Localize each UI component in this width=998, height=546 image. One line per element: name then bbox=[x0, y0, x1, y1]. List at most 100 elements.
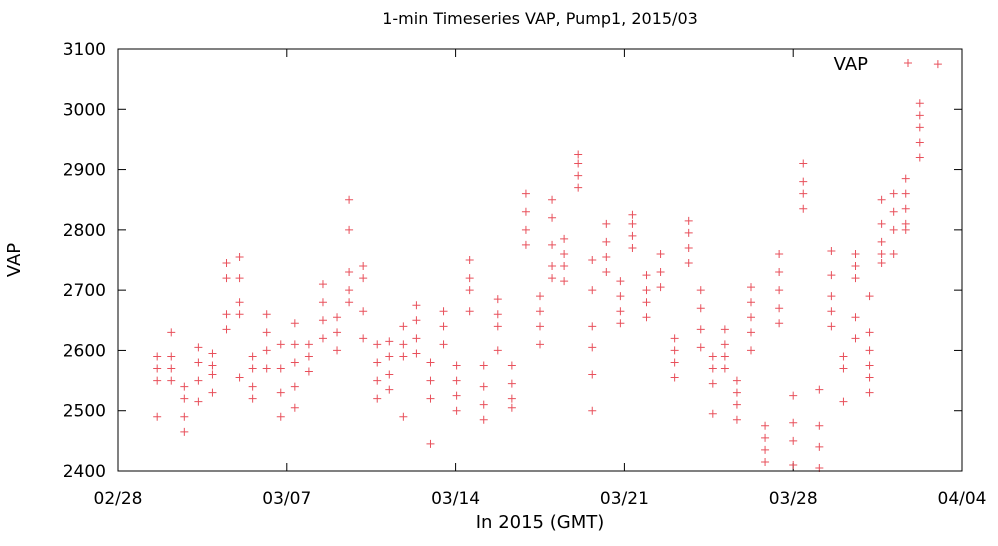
x-tick-label: 04/04 bbox=[938, 489, 987, 509]
data-point bbox=[915, 138, 924, 147]
data-point bbox=[345, 225, 354, 234]
data-point bbox=[521, 225, 530, 234]
data-point bbox=[696, 286, 705, 295]
y-axis-label: VAP bbox=[4, 243, 25, 277]
data-point bbox=[616, 307, 625, 316]
data-point bbox=[385, 337, 394, 346]
data-point bbox=[439, 307, 448, 316]
data-point bbox=[399, 322, 408, 331]
data-point bbox=[222, 325, 231, 334]
data-point bbox=[775, 319, 784, 328]
plot-frame bbox=[117, 48, 963, 472]
data-point bbox=[720, 325, 729, 334]
data-point bbox=[684, 243, 693, 252]
data-point bbox=[732, 376, 741, 385]
data-point bbox=[865, 388, 874, 397]
data-point bbox=[696, 325, 705, 334]
data-point bbox=[789, 418, 798, 427]
data-point bbox=[235, 373, 244, 382]
data-point bbox=[761, 445, 770, 454]
data-point bbox=[851, 249, 860, 258]
data-point bbox=[901, 189, 910, 198]
data-point bbox=[493, 310, 502, 319]
data-point bbox=[290, 319, 299, 328]
data-point bbox=[318, 316, 327, 325]
data-point bbox=[877, 259, 886, 268]
data-point bbox=[574, 183, 583, 192]
data-point bbox=[180, 394, 189, 403]
y-tick-label: 2900 bbox=[63, 161, 106, 181]
data-points bbox=[153, 60, 942, 472]
data-point bbox=[318, 298, 327, 307]
data-point bbox=[628, 210, 637, 219]
data-point bbox=[588, 370, 597, 379]
data-point bbox=[290, 358, 299, 367]
data-point bbox=[373, 358, 382, 367]
data-point bbox=[915, 99, 924, 108]
data-point bbox=[548, 262, 557, 271]
data-point bbox=[877, 219, 886, 228]
data-point bbox=[574, 171, 583, 180]
data-point bbox=[548, 195, 557, 204]
data-point bbox=[827, 246, 836, 255]
data-point bbox=[670, 373, 679, 382]
data-point bbox=[493, 346, 502, 355]
data-point bbox=[536, 322, 544, 331]
data-point bbox=[208, 388, 217, 397]
x-tick-label: 03/07 bbox=[262, 489, 311, 509]
data-point bbox=[235, 252, 244, 261]
x-tick-label: 03/28 bbox=[769, 489, 818, 509]
data-point bbox=[602, 252, 611, 261]
data-point bbox=[642, 271, 651, 280]
data-point bbox=[479, 361, 488, 370]
data-point bbox=[670, 358, 679, 367]
data-point bbox=[412, 349, 421, 358]
data-point bbox=[560, 234, 569, 243]
data-point bbox=[548, 213, 557, 222]
data-point bbox=[194, 376, 203, 385]
data-point bbox=[180, 382, 189, 391]
data-point bbox=[708, 409, 717, 418]
data-point bbox=[507, 361, 516, 370]
data-point bbox=[399, 340, 408, 349]
data-point bbox=[167, 364, 176, 373]
data-point bbox=[656, 283, 665, 292]
axis-ticks bbox=[117, 48, 963, 472]
data-point bbox=[789, 391, 798, 400]
x-tick-label: 03/14 bbox=[431, 489, 480, 509]
data-point bbox=[889, 207, 898, 216]
data-point bbox=[276, 340, 285, 349]
y-tick-label: 2500 bbox=[63, 402, 106, 422]
data-point bbox=[616, 292, 625, 301]
data-point bbox=[208, 370, 217, 379]
data-point bbox=[318, 334, 327, 343]
data-point bbox=[799, 189, 808, 198]
data-point bbox=[276, 364, 285, 373]
data-point bbox=[732, 415, 741, 424]
data-point bbox=[747, 313, 755, 322]
data-point bbox=[426, 358, 435, 367]
data-point bbox=[588, 406, 597, 415]
data-point bbox=[839, 352, 848, 361]
legend-label: VAP bbox=[834, 54, 868, 75]
data-point bbox=[521, 207, 530, 216]
data-point bbox=[507, 403, 516, 412]
data-point bbox=[889, 189, 898, 198]
data-point bbox=[642, 313, 651, 322]
data-point bbox=[426, 394, 435, 403]
data-point bbox=[452, 361, 461, 370]
data-point bbox=[345, 268, 354, 277]
y-tick-label: 3000 bbox=[63, 100, 106, 120]
data-point bbox=[602, 219, 611, 228]
data-point bbox=[799, 204, 808, 213]
data-point bbox=[439, 340, 448, 349]
data-point bbox=[799, 177, 808, 186]
data-point bbox=[318, 280, 327, 289]
data-point bbox=[373, 376, 382, 385]
data-point bbox=[276, 388, 285, 397]
data-point bbox=[359, 334, 368, 343]
data-point bbox=[479, 415, 488, 424]
data-point bbox=[426, 439, 435, 448]
data-point bbox=[560, 249, 569, 258]
data-point bbox=[720, 364, 729, 373]
